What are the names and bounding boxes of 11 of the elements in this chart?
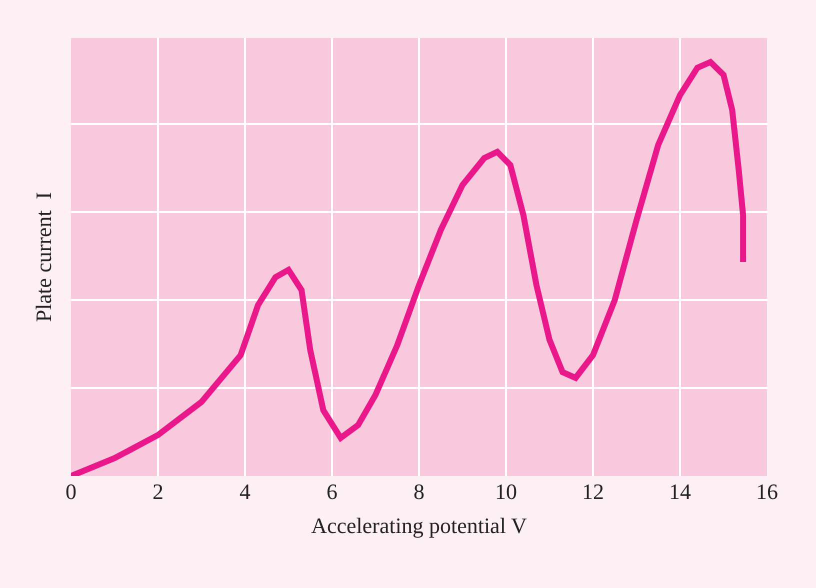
x-tick-label: 4 bbox=[240, 479, 250, 504]
x-tick-label: 6 bbox=[326, 479, 338, 504]
x-axis-title: Accelerating potential V bbox=[311, 512, 528, 538]
x-tick-label: 8 bbox=[414, 479, 424, 504]
y-axis-title: Plate current I bbox=[30, 192, 56, 322]
x-tick-label: 14 bbox=[669, 479, 691, 504]
x-tick-label: 10 bbox=[495, 479, 517, 504]
x-tick-label: 0 bbox=[66, 479, 76, 504]
x-tick-label: 16 bbox=[756, 479, 778, 504]
x-tick-label: 12 bbox=[582, 479, 604, 504]
x-tick-label: 2 bbox=[152, 479, 164, 504]
